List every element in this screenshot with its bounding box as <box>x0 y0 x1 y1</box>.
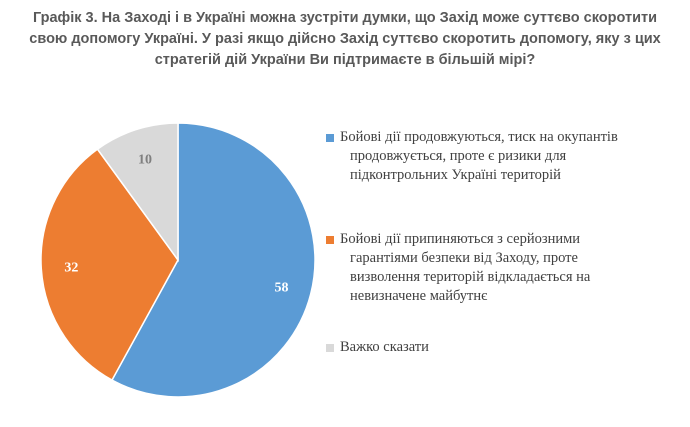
pie-slice-hard-to-say <box>96 122 179 263</box>
chart-title: Графік 3. На Заході і в Україні можна зу… <box>8 8 682 71</box>
chart-title-line-3: стратегій дій України Ви підтримаєте в б… <box>154 52 536 68</box>
chart-title-line-2: свою допомогу Україні. У разі якщо дійсн… <box>29 31 661 47</box>
pie-slice-continue-fighting <box>110 122 316 398</box>
legend-swatch-ceasefire <box>326 236 334 244</box>
legend-swatch-continue-fighting <box>326 134 334 142</box>
data-label-hard-to-say: 10 <box>138 152 152 167</box>
pie-data-labels: 58 32 10 <box>64 152 288 295</box>
legend-item-ceasefire: Бойові дії припиняються з серйозними гар… <box>326 230 676 306</box>
chart-title-line-1: Графік 3. На Заході і в Україні можна зу… <box>32 10 658 26</box>
legend-label-ceasefire: Бойові дії припиняються з серйозними гар… <box>340 231 591 304</box>
legend-swatch-hard-to-say <box>326 344 334 352</box>
legend-label-continue-fighting: Бойові дії продовжуються, тиск на окупан… <box>340 129 618 183</box>
legend-label-hard-to-say: Важко сказати <box>340 339 429 355</box>
pie-slices <box>40 122 316 398</box>
pie-slice-ceasefire <box>40 148 179 382</box>
data-label-continue-fighting: 58 <box>275 281 289 296</box>
legend-item-hard-to-say: Важко сказати <box>326 338 676 357</box>
legend-item-continue-fighting: Бойові дії продовжуються, тиск на окупан… <box>326 128 676 185</box>
data-label-ceasefire: 32 <box>64 261 78 276</box>
